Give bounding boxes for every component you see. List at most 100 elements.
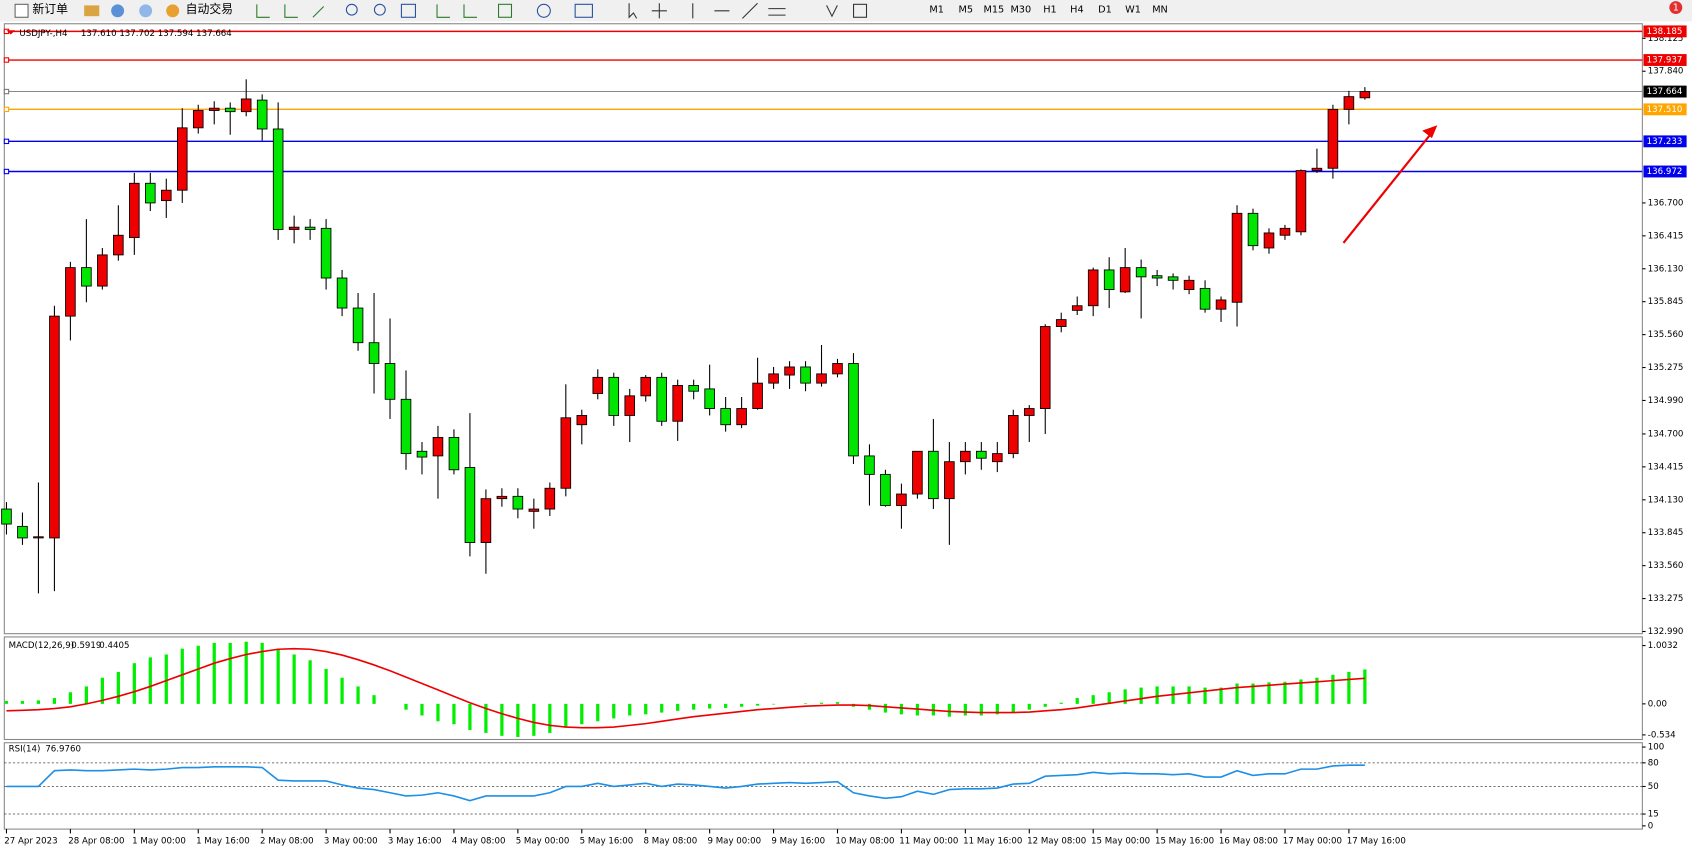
chart-type-icons[interactable] [256, 4, 325, 18]
candle-body [384, 363, 396, 400]
macd-bar [84, 686, 88, 704]
macd-bar [1315, 677, 1319, 704]
macd-bar [228, 642, 232, 704]
icon[interactable] [139, 4, 153, 18]
level-handle [3, 168, 10, 175]
candle-body [656, 376, 667, 422]
candle-body [544, 487, 556, 510]
arrow-head [1422, 125, 1438, 139]
macd-bar [947, 703, 951, 717]
auto-trading[interactable]: 自动交易 [186, 2, 233, 16]
level-tag [1643, 25, 1687, 38]
candle-body [1, 508, 12, 525]
new-order-icon [14, 3, 29, 18]
candle-body [1359, 91, 1371, 99]
candle-body [736, 408, 747, 426]
macd-bar [196, 645, 200, 704]
macd-bar [516, 703, 520, 737]
scroll-icons[interactable] [436, 4, 477, 18]
chart-window [0, 21, 1692, 855]
x-tick-label: 1 May 00:00 [132, 836, 186, 846]
macd-bar [612, 703, 616, 719]
macd-bar [212, 642, 216, 704]
level-label: 137.233 [1647, 137, 1683, 147]
candle-body [1039, 326, 1051, 409]
candle-body [704, 388, 715, 409]
y-tick-label: 135.560 [1648, 330, 1684, 340]
plot: 138.125 137.840 136.700 136.415 136.130 135.8… [1, 25, 1687, 846]
y-tick-label: 1.0032 [1648, 641, 1678, 651]
macd-bar [739, 703, 744, 707]
annotation-arrow [1342, 125, 1438, 244]
icon[interactable] [84, 5, 100, 17]
x-tick-label: 5 May 16:00 [580, 836, 634, 846]
drawing-tools[interactable] [628, 2, 786, 19]
timeframe-button[interactable]: H4 [1070, 5, 1083, 16]
macd-bar [52, 698, 57, 704]
macd-bar [1123, 689, 1127, 704]
y-tick-label: 133.275 [1648, 594, 1684, 604]
candle-body [976, 450, 987, 459]
timeframe-button[interactable]: H1 [1043, 5, 1056, 16]
level-tag [1643, 103, 1687, 116]
macd-bar [803, 703, 808, 704]
candle-body [272, 128, 284, 230]
candle-body [864, 455, 875, 475]
macd-bar [692, 703, 696, 710]
macd-bar [644, 703, 648, 715]
timeframe-button[interactable]: M1 [929, 5, 944, 16]
text-tool[interactable] [826, 5, 838, 18]
macd-bar [1347, 671, 1351, 704]
y-tick-label: 133.845 [1648, 528, 1684, 538]
candle-body [17, 525, 28, 539]
macd-bar [596, 703, 600, 722]
macd-bar [548, 703, 552, 733]
periods[interactable] [536, 3, 551, 18]
timeframe-button[interactable]: W1 [1125, 5, 1141, 16]
candle-body [160, 189, 172, 202]
macd-bar [1027, 703, 1031, 710]
rsi-readout: 76.9760 [45, 745, 81, 755]
timeframe-button[interactable]: D1 [1098, 5, 1112, 16]
zoom-out[interactable] [373, 3, 386, 16]
macd-bar [995, 703, 999, 715]
icon[interactable] [111, 4, 125, 18]
macd-bar [500, 703, 504, 736]
y-tick-label: -0.534 [1648, 730, 1676, 740]
tile[interactable] [400, 3, 416, 18]
label-tool[interactable] [853, 3, 868, 18]
candle-body [672, 385, 683, 422]
candle-body [1199, 287, 1211, 310]
candle-body [528, 508, 540, 512]
templates[interactable] [574, 3, 593, 18]
x-tick-label: 12 May 08:00 [1027, 836, 1086, 846]
zoom-in[interactable] [345, 3, 358, 16]
macd-bar [708, 703, 712, 709]
macd-bar [564, 703, 568, 728]
macd-pane [3, 636, 1643, 741]
timeframe-button[interactable]: MN [1152, 5, 1168, 16]
candle-body [560, 417, 572, 489]
macd-bar [771, 703, 776, 705]
timeframe-button[interactable]: M30 [1010, 5, 1031, 16]
new-order[interactable]: 新订单 [32, 2, 68, 16]
level-tag [1643, 85, 1687, 98]
timeframe-button[interactable]: M5 [959, 5, 974, 16]
candle-body [592, 376, 604, 394]
level-handle [3, 88, 10, 95]
y-tick-label: 50 [1648, 782, 1659, 792]
notification-badge[interactable] [1669, 1, 1683, 15]
candle-body [688, 385, 699, 392]
x-tick-label: 15 May 16:00 [1155, 836, 1214, 846]
level-label: 137.510 [1647, 105, 1683, 115]
timeframe-button[interactable]: M15 [983, 5, 1004, 16]
macd-bar [4, 700, 9, 704]
candle-body [368, 342, 380, 364]
macd-bar [1203, 687, 1207, 704]
macd-bar [436, 703, 440, 722]
candle-body [1343, 96, 1355, 110]
macd-bar [100, 677, 104, 704]
y-tick-label: 135.275 [1648, 363, 1684, 373]
level-label: 137.664 [1647, 87, 1683, 97]
indicators[interactable] [497, 3, 513, 18]
